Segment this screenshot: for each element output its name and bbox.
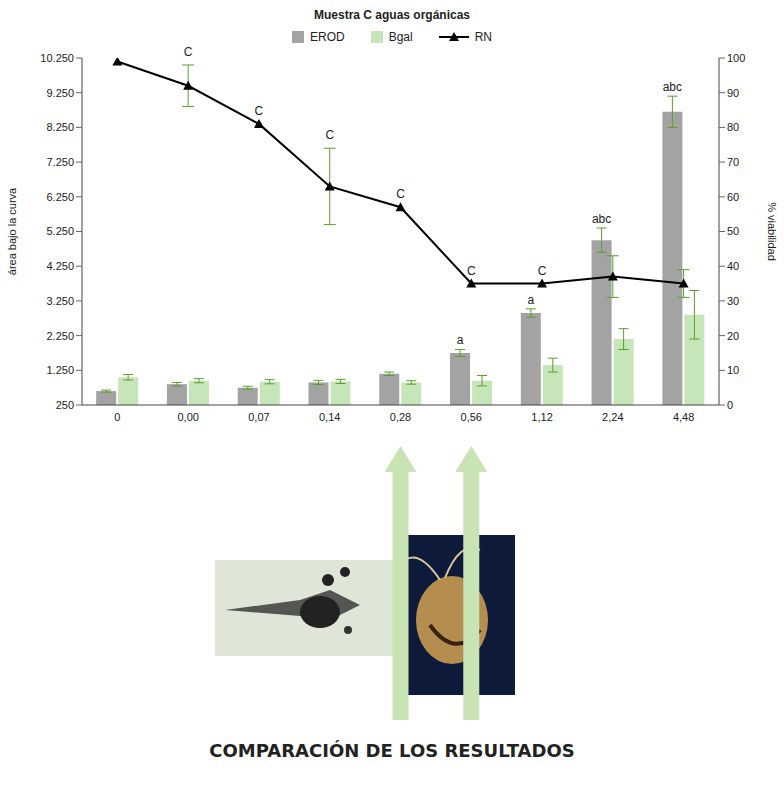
svg-text:70: 70 — [727, 156, 739, 168]
svg-text:4,48: 4,48 — [673, 411, 694, 423]
svg-text:100: 100 — [727, 52, 745, 64]
html-text:Muestra C aguas orgánicas: Muestra C aguas orgánicas — [314, 8, 470, 22]
html-text:RN: RN — [474, 30, 492, 44]
svg-text:C: C — [184, 45, 193, 59]
svg-text:a: a — [457, 333, 464, 347]
svg-text:60: 60 — [727, 191, 739, 203]
svg-text:9.250: 9.250 — [46, 87, 74, 99]
svg-text:10.250: 10.250 — [40, 52, 74, 64]
svg-text:0,14: 0,14 — [319, 411, 340, 423]
svg-text:50: 50 — [727, 225, 739, 237]
svg-text:6.250: 6.250 — [46, 191, 74, 203]
svg-text:30: 30 — [727, 295, 739, 307]
svg-text:1,12: 1,12 — [531, 411, 552, 423]
svg-text:80: 80 — [727, 121, 739, 133]
svg-text:abc: abc — [663, 80, 682, 94]
svg-text:0,00: 0,00 — [177, 411, 198, 423]
svg-text:3.250: 3.250 — [46, 295, 74, 307]
svg-text:7.250: 7.250 — [46, 156, 74, 168]
svg-text:40: 40 — [727, 260, 739, 272]
svg-text:0,56: 0,56 — [461, 411, 482, 423]
svg-text:1.250: 1.250 — [46, 364, 74, 376]
svg-text:abc: abc — [592, 212, 611, 226]
svg-text:C: C — [325, 128, 334, 142]
svg-text:0: 0 — [114, 411, 120, 423]
html-text:COMPARACIÓN DE LOS RESULTADOS: COMPARACIÓN DE LOS RESULTADOS — [209, 740, 575, 761]
svg-text:20: 20 — [727, 330, 739, 342]
svg-text:a: a — [527, 293, 534, 307]
svg-text:2,24: 2,24 — [602, 411, 623, 423]
svg-text:0: 0 — [727, 399, 733, 411]
svg-text:0,07: 0,07 — [248, 411, 269, 423]
svg-text:C: C — [538, 264, 547, 278]
html-text:EROD: EROD — [310, 30, 345, 44]
svg-text:5.250: 5.250 — [46, 225, 74, 237]
svg-text:250: 250 — [56, 399, 74, 411]
svg-text:C: C — [255, 104, 264, 118]
svg-text:4.250: 4.250 — [46, 260, 74, 272]
svg-text:10: 10 — [727, 364, 739, 376]
svg-text:2.250: 2.250 — [46, 330, 74, 342]
svg-text:área bajo la curva: área bajo la curva — [6, 187, 18, 275]
html-text:Bgal: Bgal — [388, 30, 413, 44]
svg-text:0,28: 0,28 — [390, 411, 411, 423]
svg-text:8.250: 8.250 — [46, 121, 74, 133]
svg-text:% viabilidad: % viabilidad — [766, 202, 778, 261]
svg-text:90: 90 — [727, 87, 739, 99]
svg-text:C: C — [396, 187, 405, 201]
svg-text:C: C — [467, 264, 476, 278]
